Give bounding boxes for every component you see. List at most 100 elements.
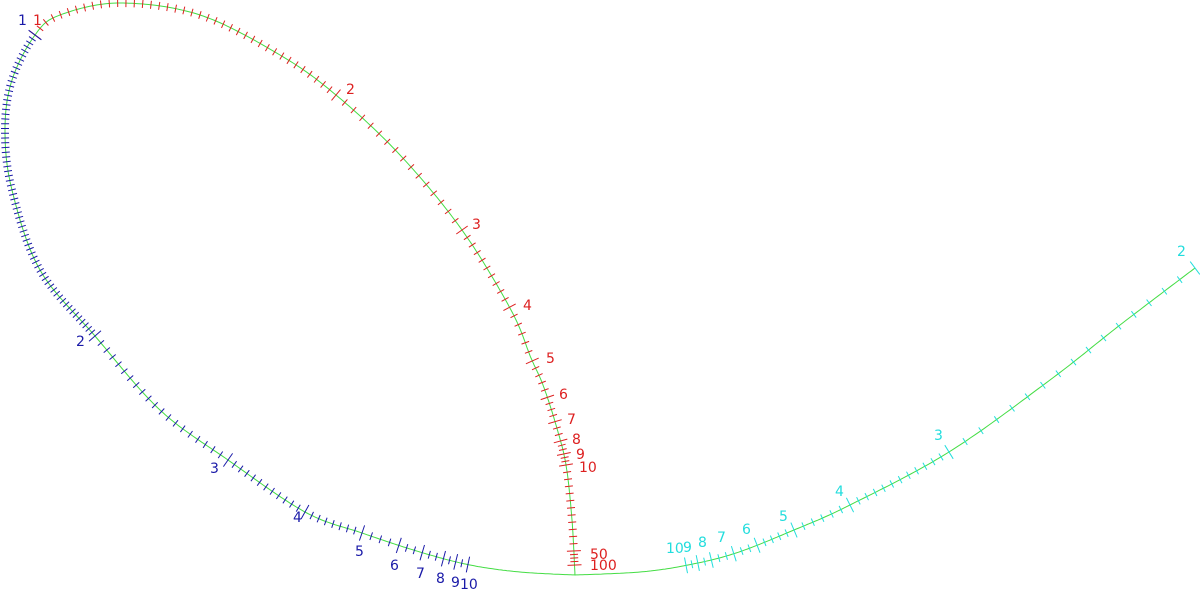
blue-minor-tick bbox=[41, 275, 49, 282]
red-minor-tick bbox=[487, 273, 496, 279]
cyan-minor-tick bbox=[717, 554, 721, 563]
blue-label-7: 7 bbox=[416, 566, 425, 582]
curve-layer bbox=[4, 2, 1196, 576]
red-minor-tick bbox=[83, 3, 86, 12]
cyan-minor-tick bbox=[1115, 322, 1122, 330]
red-label-9: 9 bbox=[576, 447, 585, 463]
cyan-minor-tick bbox=[1100, 334, 1107, 342]
cyan-major-tick bbox=[730, 545, 737, 562]
red-minor-tick bbox=[567, 514, 576, 516]
red-minor-tick bbox=[478, 257, 486, 263]
blue-minor-tick bbox=[82, 322, 89, 329]
red-minor-tick bbox=[540, 388, 549, 392]
red-label-3: 3 bbox=[472, 217, 481, 233]
red-minor-tick bbox=[320, 80, 326, 88]
red-minor-tick bbox=[473, 249, 481, 256]
red-scale-labels: 1 2 3 4 5 6 7 8 9 10 50 100 bbox=[33, 13, 617, 574]
blue-minor-tick bbox=[18, 52, 27, 58]
blue-minor-tick bbox=[16, 57, 25, 62]
red-major-tick bbox=[503, 303, 516, 312]
blue-minor-tick bbox=[151, 401, 159, 409]
red-minor-tick bbox=[313, 75, 320, 83]
red-minor-tick bbox=[367, 122, 374, 129]
blue-minor-tick bbox=[1, 151, 10, 154]
blue-minor-tick bbox=[75, 315, 83, 322]
cyan-minor-tick bbox=[864, 492, 869, 501]
red-minor-tick bbox=[399, 155, 407, 162]
red-minor-tick bbox=[549, 413, 558, 418]
red-minor-tick bbox=[554, 432, 563, 437]
blue-major-tick bbox=[28, 29, 42, 41]
cyan-minor-tick bbox=[1009, 404, 1015, 412]
blue-minor-tick bbox=[97, 340, 105, 346]
red-major-tick bbox=[556, 452, 571, 456]
blue-minor-tick bbox=[1, 108, 11, 111]
red-minor-tick bbox=[560, 456, 569, 459]
red-label-5: 5 bbox=[546, 351, 555, 367]
red-major-tick bbox=[566, 550, 581, 552]
main-loop-curve bbox=[4, 2, 576, 576]
red-minor-tick bbox=[50, 14, 56, 22]
blue-minor-tick bbox=[9, 192, 18, 196]
blue-minor-tick bbox=[282, 496, 288, 504]
blue-minor-tick bbox=[2, 160, 11, 163]
red-minor-tick bbox=[430, 190, 438, 197]
cyan-major-tick bbox=[1189, 261, 1200, 275]
cyan-minor-tick bbox=[897, 475, 903, 484]
blue-minor-tick bbox=[244, 469, 250, 477]
blue-minor-tick bbox=[237, 465, 244, 473]
red-minor-tick bbox=[235, 27, 241, 36]
blue-minor-tick bbox=[79, 318, 86, 325]
cyan-minor-tick bbox=[1040, 381, 1046, 389]
blue-minor-tick bbox=[387, 538, 392, 547]
cyan-minor-tick bbox=[838, 505, 844, 514]
cyan-label-9: 9 bbox=[683, 540, 692, 556]
blue-minor-tick bbox=[109, 354, 117, 360]
blue-major-tick bbox=[222, 453, 234, 467]
red-minor-tick bbox=[190, 8, 194, 17]
red-minor-tick bbox=[568, 521, 577, 523]
blue-minor-tick bbox=[338, 522, 342, 531]
red-minor-tick bbox=[198, 11, 202, 19]
blue-minor-tick bbox=[16, 220, 25, 224]
blue-minor-tick bbox=[195, 435, 201, 443]
red-label-6: 6 bbox=[559, 387, 568, 403]
red-minor-tick bbox=[293, 61, 299, 69]
blue-major-tick bbox=[300, 504, 310, 520]
red-minor-tick bbox=[243, 31, 248, 40]
blue-label-10: 10 bbox=[460, 577, 478, 591]
red-minor-tick bbox=[174, 4, 177, 13]
blue-minor-tick bbox=[44, 279, 52, 286]
cyan-minor-tick bbox=[777, 532, 782, 541]
blue-minor-tick bbox=[231, 460, 238, 468]
red-minor-tick bbox=[561, 460, 570, 463]
cyan-minor-tick bbox=[930, 457, 936, 466]
red-label-50: 50 bbox=[590, 547, 608, 563]
blue-minor-tick bbox=[316, 514, 321, 523]
blue-minor-tick bbox=[158, 408, 165, 415]
blue-minor-tick bbox=[202, 440, 208, 449]
cyan-minor-tick bbox=[993, 416, 1000, 424]
red-minor-tick bbox=[563, 471, 572, 474]
blue-minor-tick bbox=[21, 233, 29, 238]
red-major-tick bbox=[540, 394, 555, 401]
cyan-minor-tick bbox=[881, 484, 886, 493]
cyan-minor-tick bbox=[801, 522, 806, 530]
red-minor-tick bbox=[91, 1, 94, 10]
blue-minor-tick bbox=[50, 287, 58, 293]
cyan-minor-tick bbox=[978, 427, 984, 435]
blue-minor-tick bbox=[22, 238, 31, 242]
red-minor-tick bbox=[468, 242, 476, 248]
blue-minor-tick bbox=[24, 242, 33, 247]
blue-minor-tick bbox=[26, 40, 34, 46]
cyan-minor-tick bbox=[1131, 310, 1137, 318]
blue-minor-tick bbox=[269, 487, 275, 495]
red-label-7: 7 bbox=[567, 412, 576, 428]
red-minor-tick bbox=[250, 35, 256, 44]
cyan-minor-tick bbox=[1161, 287, 1168, 295]
blue-minor-tick bbox=[29, 255, 38, 260]
blue-minor-tick bbox=[3, 165, 12, 168]
red-minor-tick bbox=[42, 18, 49, 26]
cyan-minor-tick bbox=[703, 557, 706, 566]
red-label-1: 1 bbox=[33, 13, 42, 29]
